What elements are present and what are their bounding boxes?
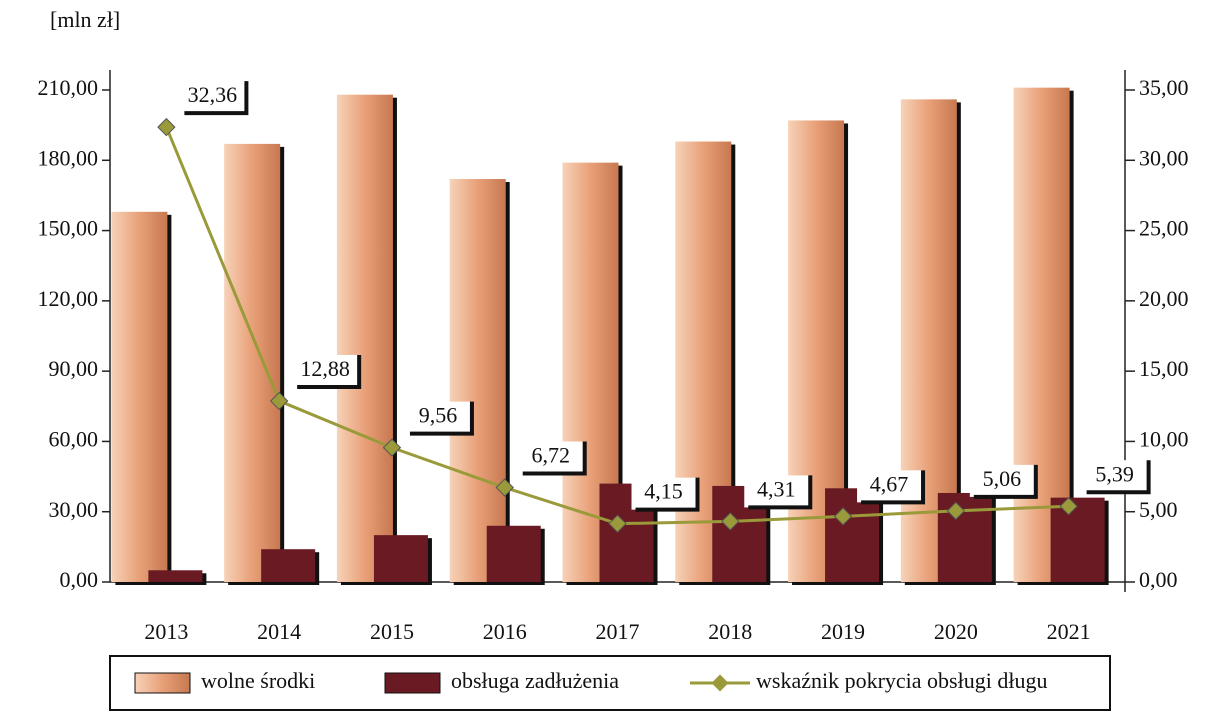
legend-label: wolne środki [201,668,315,693]
label-callout [635,477,700,512]
label-box [405,401,470,434]
y2-tick-label: 5,00 [1139,497,1178,522]
x-tick-label: 2018 [708,619,752,644]
label-callout [1086,460,1151,495]
marker [608,514,627,533]
x-tick-label: 2016 [483,619,527,644]
label-box [969,464,1034,497]
marker [382,438,402,457]
marker [721,512,740,531]
marker [946,501,966,521]
y2-tick-label: 10,00 [1139,426,1189,451]
bar [449,179,506,582]
label-box [293,354,358,387]
y2-tick-label: 0,00 [1139,567,1178,592]
marker [495,478,514,497]
data-label: 32,36 [188,82,238,107]
bar [486,525,541,582]
y2-tick-label: 35,00 [1139,75,1189,100]
legend-swatch [134,672,191,694]
x-tick-label: 2020 [934,619,978,644]
label-box [180,81,245,114]
label-box [744,475,809,508]
legend-label: obsługa zadłużenia [451,668,619,693]
label-box [1082,460,1147,493]
label-callout [861,470,926,505]
legend-swatch [384,672,441,694]
legend-box [109,655,1111,711]
label-box [631,477,696,510]
y-tick-label: 30,00 [49,497,99,522]
legend-marker [711,674,729,692]
y-tick-label: 210,00 [38,75,99,100]
y2-tick-label: 30,00 [1139,145,1189,170]
y-tick-label: 90,00 [49,356,99,381]
y2-tick-label: 15,00 [1139,356,1189,381]
data-label: 4,15 [644,479,683,504]
data-label: 12,88 [300,356,350,381]
bar [937,492,992,582]
x-tick-label: 2019 [821,619,865,644]
data-label: 9,56 [419,403,458,428]
label-box [518,441,583,474]
y2-tick-label: 20,00 [1139,286,1189,311]
bar [111,211,168,583]
bar [148,570,203,582]
y-tick-label: 180,00 [38,145,99,170]
y-tick-label: 60,00 [49,426,99,451]
x-tick-label: 2013 [144,619,188,644]
marker [269,391,289,411]
x-tick-label: 2015 [370,619,414,644]
data-label: 5,39 [1095,461,1134,486]
bar [224,143,281,582]
legend-label: wskaźnik pokrycia obsługi długu [756,668,1047,693]
y-tick-label: 150,00 [38,216,99,241]
y-tick-label: 120,00 [38,286,99,311]
label-callout [522,441,587,476]
marker [157,117,176,137]
label-callout [184,81,249,116]
bar [261,549,316,582]
data-label: 5,06 [983,466,1022,491]
marker [1059,497,1078,516]
x-tick-label: 2014 [257,619,301,644]
marker [833,507,853,526]
bar [336,94,393,582]
label-callout [973,464,1038,499]
data-label: 6,72 [531,443,570,468]
label-callout [297,354,362,389]
y2-tick-label: 25,00 [1139,216,1189,241]
y-tick-label: 0,00 [60,567,99,592]
label-box [857,470,922,503]
label-callout [409,401,474,436]
bar [373,535,428,582]
data-label: 4,31 [757,476,796,501]
x-tick-label: 2017 [596,619,640,644]
x-tick-label: 2021 [1047,619,1091,644]
data-label: 4,67 [870,471,909,496]
bar [1050,497,1105,582]
y-axis-label: [mln zł] [50,7,120,32]
label-callout [748,475,813,510]
